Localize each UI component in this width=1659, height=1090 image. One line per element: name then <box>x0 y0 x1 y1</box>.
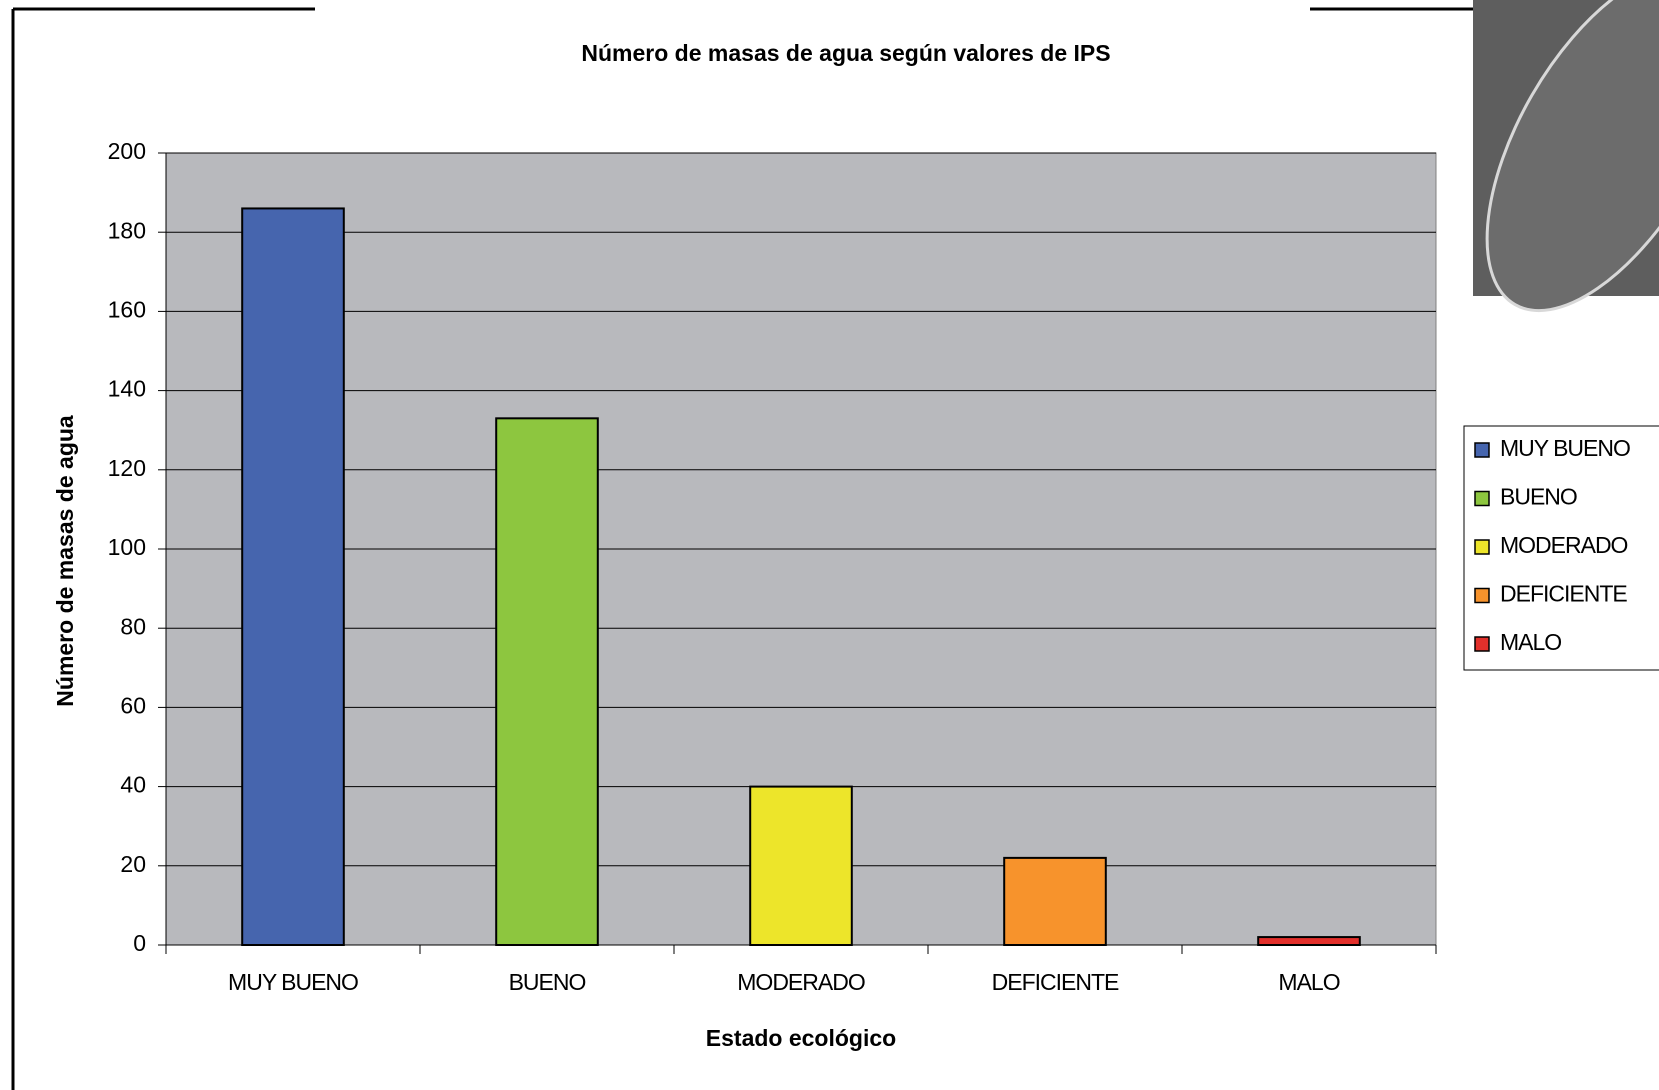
x-axis-label: Estado ecológico <box>706 1025 896 1051</box>
y-tick-label: 160 <box>108 296 146 322</box>
y-tick-label: 180 <box>108 217 146 243</box>
legend-label: MUY BUENO <box>1500 435 1630 461</box>
x-tick-label: DEFICIENTE <box>992 969 1119 995</box>
y-tick-label: 20 <box>120 851 146 877</box>
y-tick-label: 120 <box>108 455 146 481</box>
chart-title: Número de masas de agua según valores de… <box>581 40 1110 66</box>
x-tick-label: MODERADO <box>737 969 865 995</box>
y-tick-label: 60 <box>120 692 146 718</box>
bar <box>1004 858 1106 945</box>
y-tick-label: 0 <box>133 930 146 956</box>
legend-swatch <box>1475 637 1489 651</box>
y-tick-label: 40 <box>120 772 146 798</box>
y-tick-label: 200 <box>108 138 146 164</box>
bar <box>496 418 598 945</box>
legend-label: MALO <box>1500 629 1561 655</box>
y-tick-label: 140 <box>108 376 146 402</box>
x-tick-label: MALO <box>1278 969 1339 995</box>
y-tick-label: 80 <box>120 613 146 639</box>
bar <box>1258 937 1360 945</box>
y-tick-label: 100 <box>108 534 146 560</box>
legend-label: DEFICIENTE <box>1500 581 1627 607</box>
page: {"chart_data": {"type": "bar", "title": … <box>0 0 1659 1090</box>
legend-swatch <box>1475 492 1489 506</box>
chart: Número de masas de agua según valores de… <box>0 0 1659 1090</box>
legend-label: BUENO <box>1500 484 1577 510</box>
legend-swatch <box>1475 540 1489 554</box>
x-tick-label: BUENO <box>509 969 586 995</box>
y-axis-label: Número de masas de agua <box>52 415 78 707</box>
legend-swatch <box>1475 589 1489 603</box>
bar <box>750 787 852 945</box>
bar <box>242 208 344 945</box>
x-tick-label: MUY BUENO <box>228 969 358 995</box>
legend-swatch <box>1475 443 1489 457</box>
legend-label: MODERADO <box>1500 532 1628 558</box>
